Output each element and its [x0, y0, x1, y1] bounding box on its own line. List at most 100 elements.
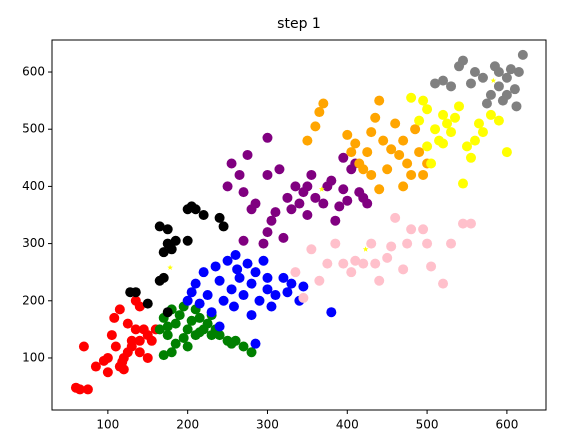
point [202, 290, 213, 301]
point [406, 224, 417, 235]
point [238, 187, 249, 198]
point [262, 169, 273, 180]
point [330, 215, 341, 226]
point [190, 278, 201, 289]
point [102, 367, 113, 378]
point [461, 141, 472, 152]
point [166, 347, 177, 358]
point [134, 347, 145, 358]
point [310, 121, 321, 132]
point [477, 127, 488, 138]
point [242, 258, 253, 269]
point [513, 67, 524, 78]
point [517, 49, 528, 60]
point [186, 315, 197, 326]
point [109, 312, 120, 323]
point [230, 335, 241, 346]
point [222, 181, 233, 192]
point [214, 330, 225, 341]
y-tick-label: 500 [22, 122, 45, 136]
point [278, 232, 289, 243]
x-tick-label: 300 [256, 418, 279, 432]
point [266, 215, 277, 226]
y-tick-label: 600 [22, 65, 45, 79]
point [430, 78, 441, 89]
centroid [318, 186, 325, 192]
point [190, 204, 201, 215]
point [493, 67, 504, 78]
point [386, 241, 397, 252]
point [414, 115, 425, 126]
point [378, 135, 389, 146]
point [438, 138, 449, 149]
point [406, 92, 417, 103]
point [254, 295, 265, 306]
point [194, 298, 205, 309]
point [262, 227, 273, 238]
point [110, 341, 121, 352]
point [186, 287, 197, 298]
x-tick-label: 400 [336, 418, 359, 432]
point [74, 384, 85, 395]
point [334, 201, 345, 212]
point [314, 275, 325, 286]
centroid [490, 77, 497, 83]
point [206, 307, 217, 318]
point [477, 72, 488, 83]
point [182, 324, 193, 335]
point [290, 181, 301, 192]
point [234, 169, 245, 180]
point [326, 307, 337, 318]
point [282, 287, 293, 298]
point [202, 318, 213, 329]
point [198, 209, 209, 220]
point [286, 278, 297, 289]
point [442, 118, 453, 129]
point [238, 235, 249, 246]
point [286, 204, 297, 215]
point [270, 290, 281, 301]
point [454, 101, 465, 112]
point [350, 138, 361, 149]
point [326, 175, 337, 186]
point [509, 84, 520, 95]
point [122, 318, 133, 329]
point [134, 335, 145, 346]
point [306, 169, 317, 180]
point [406, 169, 417, 180]
point [358, 164, 369, 175]
point [318, 198, 329, 209]
point [258, 255, 269, 266]
point [426, 261, 437, 272]
point [170, 338, 181, 349]
point [182, 295, 193, 306]
point [481, 98, 492, 109]
point [302, 135, 313, 146]
point [438, 75, 449, 86]
point [330, 238, 341, 249]
point [469, 67, 480, 78]
point [246, 310, 257, 321]
point [398, 181, 409, 192]
point [230, 250, 241, 261]
point [346, 267, 357, 278]
point [246, 278, 257, 289]
point [366, 238, 377, 249]
point [298, 292, 309, 303]
point [262, 284, 273, 295]
point [117, 356, 128, 367]
point [426, 158, 437, 169]
plot-frame [51, 39, 547, 411]
point [390, 212, 401, 223]
x-tick-label: 600 [495, 418, 518, 432]
y-tick-label: 200 [22, 293, 45, 307]
centroid [167, 264, 173, 270]
point [302, 209, 313, 220]
point [338, 184, 349, 195]
point [232, 264, 243, 275]
point [294, 198, 305, 209]
point [90, 361, 101, 372]
point [501, 147, 512, 158]
point [210, 261, 221, 272]
point [370, 258, 381, 269]
